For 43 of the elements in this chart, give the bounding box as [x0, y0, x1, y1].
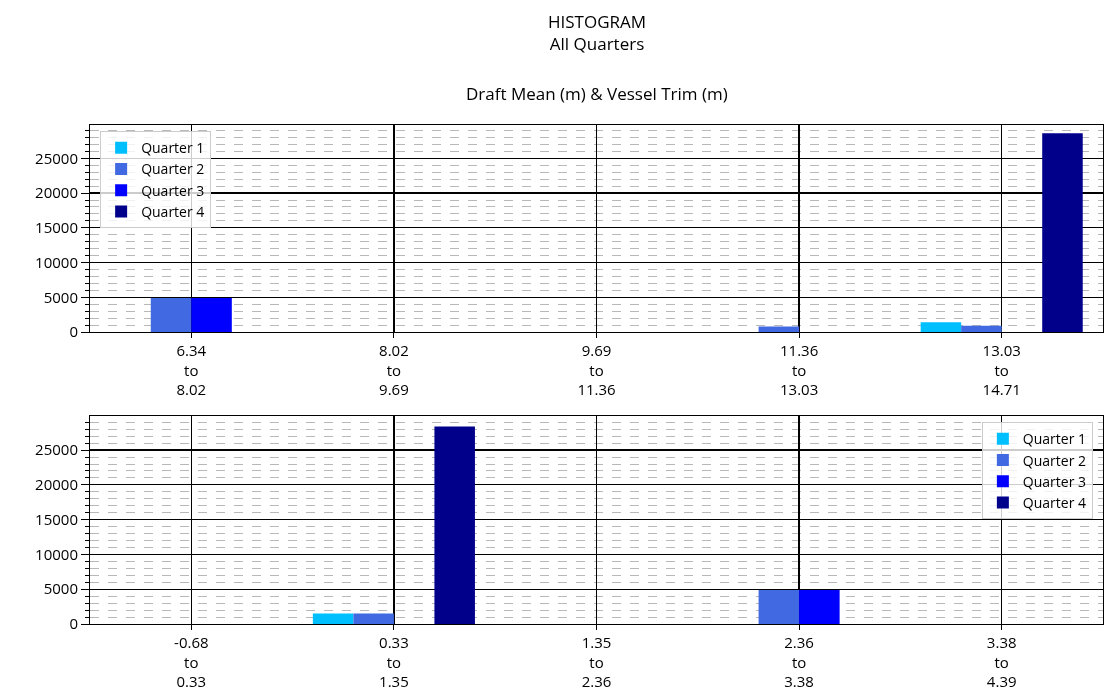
- bar: [920, 322, 962, 332]
- bar: [1042, 133, 1083, 332]
- y-tick-label: 5000: [43, 578, 78, 599]
- legend-label: Quarter 4: [1022, 492, 1087, 512]
- bar: [353, 613, 394, 624]
- chart-subtitle: Draft Mean (m) & Vessel Trim (m): [466, 82, 728, 105]
- y-tick-label: 0: [69, 321, 78, 342]
- legend-label: Quarter 3: [141, 180, 205, 200]
- x-tick-label: 2.36 to 3.38: [784, 632, 814, 691]
- y-tick-label: 5000: [43, 286, 78, 307]
- bar: [758, 326, 800, 332]
- x-tick-label: 1.35 to 2.36: [581, 632, 612, 691]
- legend-label: Quarter 4: [141, 201, 205, 221]
- bar: [191, 297, 232, 332]
- y-tick-label: 10000: [35, 543, 78, 564]
- bar: [961, 325, 1002, 332]
- bar: [434, 426, 475, 624]
- y-tick-label: 20000: [35, 474, 78, 495]
- bar: [150, 297, 192, 332]
- x-tick-label: 6.34 to 8.02: [176, 340, 207, 399]
- y-tick-label: 25000: [35, 439, 78, 460]
- x-tick-label: -0.68 to 0.33: [174, 632, 209, 691]
- x-tick-label: 8.02 to 9.69: [379, 340, 409, 399]
- legend-label: Quarter 1: [141, 138, 205, 158]
- legend-label: Quarter 3: [1022, 471, 1087, 491]
- x-tick-label: 0.33 to 1.35: [379, 632, 409, 691]
- chart-title: HISTOGRAM All Quarters: [548, 10, 647, 56]
- legend-label: Quarter 2: [141, 159, 205, 179]
- bar: [758, 589, 800, 624]
- y-tick-label: 15000: [35, 508, 78, 529]
- y-tick-label: 10000: [35, 251, 78, 272]
- x-tick-label: 9.69 to 11.36: [577, 340, 616, 399]
- x-tick-label: 11.36 to 13.03: [779, 340, 819, 399]
- y-tick-label: 0: [69, 613, 78, 634]
- y-tick-label: 15000: [35, 217, 78, 238]
- x-tick-label: 13.03 to 14.71: [982, 340, 1021, 399]
- y-tick-label: 25000: [35, 147, 78, 168]
- legend-label: Quarter 2: [1022, 450, 1087, 470]
- bar: [312, 613, 354, 624]
- legend-label: Quarter 1: [1022, 429, 1087, 449]
- x-tick-label: 3.38 to 4.39: [986, 632, 1017, 691]
- y-tick-label: 20000: [35, 182, 78, 203]
- bar: [799, 589, 840, 624]
